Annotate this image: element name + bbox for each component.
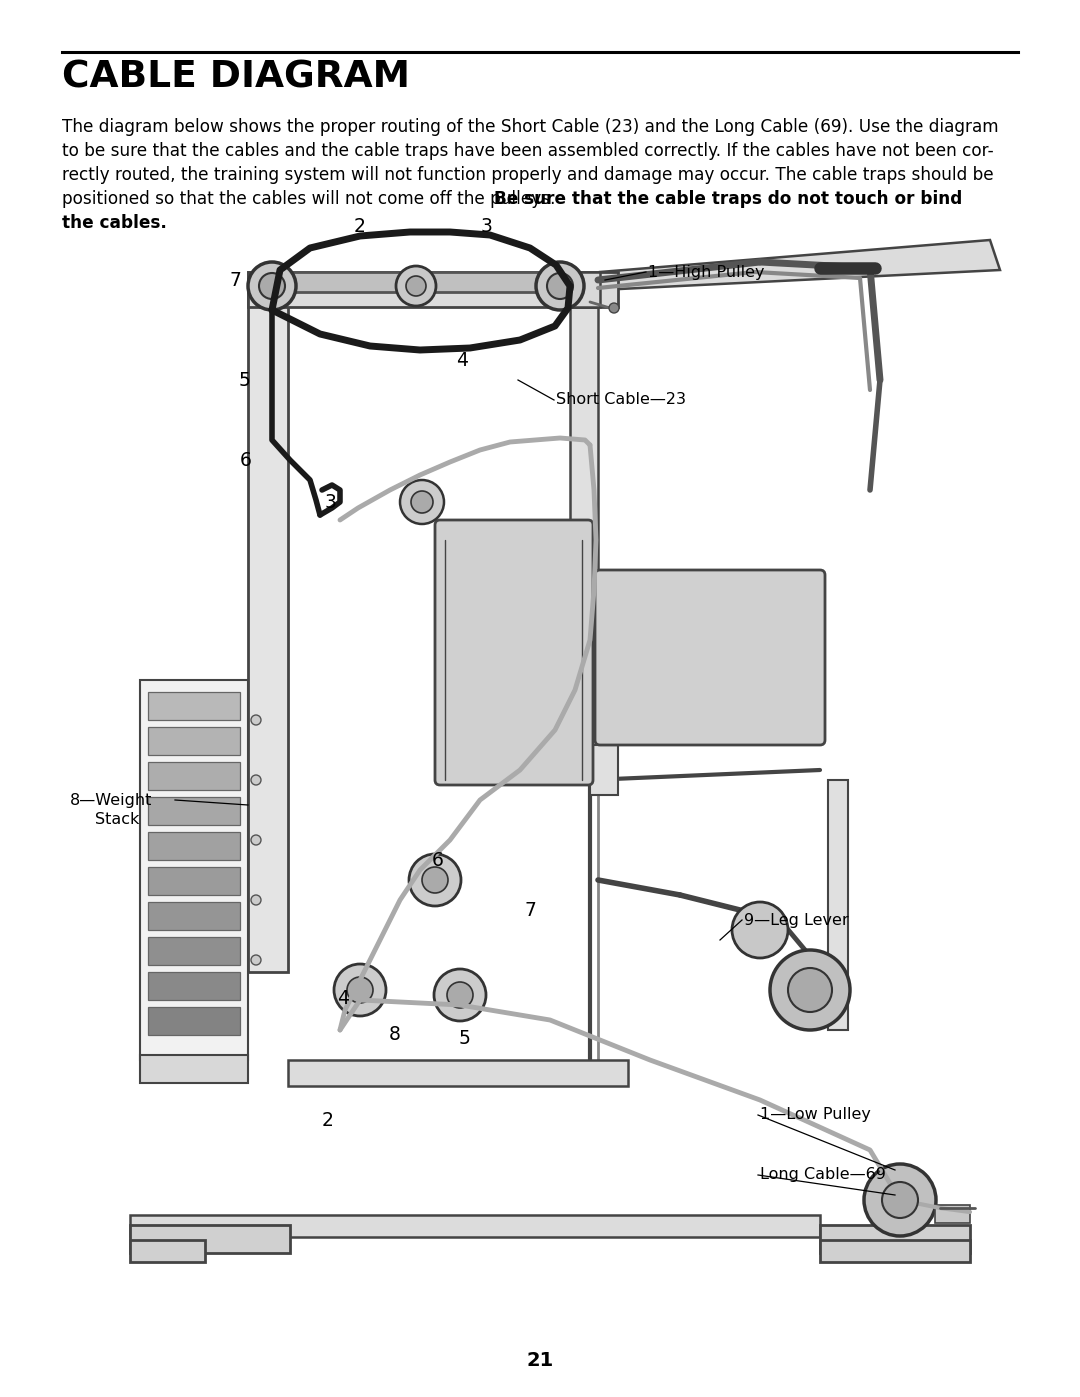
Bar: [140, 1055, 248, 1083]
Text: 4: 4: [337, 989, 349, 1007]
Circle shape: [406, 277, 426, 296]
Circle shape: [251, 835, 261, 845]
Bar: [148, 1007, 240, 1035]
Text: 2: 2: [354, 217, 366, 236]
Bar: [148, 833, 240, 861]
Circle shape: [259, 272, 285, 299]
Bar: [248, 272, 618, 307]
Text: Short Cable—23: Short Cable—23: [556, 393, 686, 408]
Text: 6: 6: [432, 851, 444, 869]
Text: 21: 21: [526, 1351, 554, 1369]
Circle shape: [770, 950, 850, 1030]
Bar: [130, 1225, 291, 1253]
Circle shape: [347, 977, 373, 1003]
Bar: [570, 272, 600, 307]
Text: 8—Weight: 8—Weight: [70, 792, 152, 807]
Circle shape: [536, 263, 584, 310]
Text: 7: 7: [524, 901, 536, 919]
Bar: [148, 902, 240, 930]
Circle shape: [396, 265, 436, 306]
Text: 8: 8: [389, 1025, 401, 1045]
Text: 5: 5: [239, 370, 251, 390]
Circle shape: [788, 968, 832, 1011]
Circle shape: [732, 902, 788, 958]
Circle shape: [251, 956, 261, 965]
Circle shape: [251, 775, 261, 785]
Circle shape: [546, 272, 573, 299]
Bar: [820, 1241, 970, 1261]
Text: 7: 7: [229, 271, 241, 289]
Text: The diagram below shows the proper routing of the Short Cable (23) and the Long : The diagram below shows the proper routi…: [62, 117, 999, 136]
Circle shape: [609, 303, 619, 313]
Bar: [248, 272, 288, 972]
Bar: [935, 1206, 970, 1222]
Bar: [148, 761, 240, 789]
Text: 5: 5: [458, 1028, 470, 1048]
Text: 3: 3: [481, 217, 492, 236]
Circle shape: [411, 490, 433, 513]
Circle shape: [251, 895, 261, 905]
Text: positioned so that the cables will not come off the pulleys.: positioned so that the cables will not c…: [62, 190, 561, 208]
Bar: [272, 272, 562, 292]
Bar: [820, 1225, 970, 1253]
Circle shape: [447, 982, 473, 1009]
Text: 2: 2: [322, 1111, 334, 1130]
Bar: [828, 780, 848, 1030]
Bar: [288, 1060, 627, 1085]
Text: 3: 3: [324, 493, 336, 511]
Circle shape: [422, 868, 448, 893]
Text: to be sure that the cables and the cable traps have been assembled correctly. If: to be sure that the cables and the cable…: [62, 142, 994, 161]
Text: 1—Low Pulley: 1—Low Pulley: [760, 1108, 870, 1123]
Bar: [570, 307, 598, 687]
Text: 6: 6: [240, 450, 252, 469]
Text: Long Cable—69: Long Cable—69: [760, 1168, 886, 1182]
Circle shape: [334, 964, 386, 1016]
Bar: [148, 798, 240, 826]
Text: CABLE DIAGRAM: CABLE DIAGRAM: [62, 60, 410, 96]
Circle shape: [864, 1164, 936, 1236]
Bar: [148, 937, 240, 965]
Circle shape: [409, 854, 461, 907]
Text: 9—Leg Lever: 9—Leg Lever: [744, 912, 849, 928]
Bar: [148, 868, 240, 895]
Bar: [148, 692, 240, 719]
Text: Be sure that the cable traps do not touch or bind: Be sure that the cable traps do not touc…: [494, 190, 962, 208]
Bar: [148, 972, 240, 1000]
Text: 4: 4: [456, 351, 468, 369]
FancyBboxPatch shape: [435, 520, 593, 785]
FancyBboxPatch shape: [595, 570, 825, 745]
Circle shape: [882, 1182, 918, 1218]
Circle shape: [251, 715, 261, 725]
Circle shape: [434, 970, 486, 1021]
Bar: [590, 745, 618, 795]
Text: 1—High Pulley: 1—High Pulley: [648, 264, 765, 279]
Bar: [140, 680, 248, 1060]
Bar: [130, 1215, 820, 1236]
Bar: [130, 1241, 205, 1261]
Text: rectly routed, the training system will not function properly and damage may occ: rectly routed, the training system will …: [62, 166, 994, 184]
Polygon shape: [600, 240, 1000, 291]
Bar: [148, 726, 240, 754]
Text: Stack: Stack: [95, 813, 139, 827]
Circle shape: [248, 263, 296, 310]
Circle shape: [400, 481, 444, 524]
Text: the cables.: the cables.: [62, 214, 167, 232]
